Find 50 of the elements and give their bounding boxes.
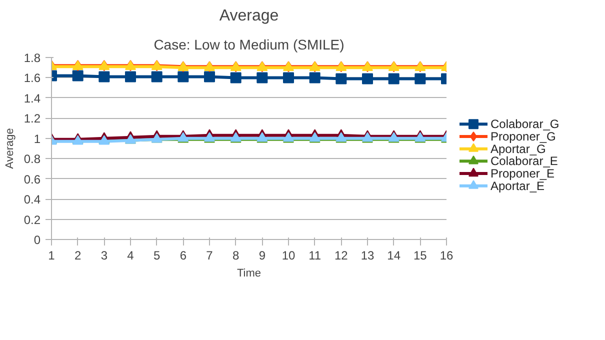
point xyxy=(204,71,215,82)
point xyxy=(414,73,426,84)
point xyxy=(283,72,294,84)
x-tick-label: 12 xyxy=(334,248,348,262)
point xyxy=(388,73,400,84)
x-tick-label: 14 xyxy=(387,248,401,262)
legend-label: Colaborar_G xyxy=(490,117,560,132)
y-tick-label: 1.2 xyxy=(24,112,41,126)
legend-label: Proponer_G xyxy=(490,130,556,144)
x-tick-label: 5 xyxy=(153,248,160,262)
point xyxy=(125,71,136,82)
legend-label: Proponer_E xyxy=(490,166,555,180)
x-tick-label: 6 xyxy=(180,248,187,262)
point xyxy=(309,72,320,84)
y-axis-title: Average xyxy=(4,128,16,169)
y-tick-label: 0.4 xyxy=(24,192,41,207)
x-tick-label: 16 xyxy=(440,248,454,262)
x-tick-label: 4 xyxy=(127,248,134,262)
x-tick-label: 3 xyxy=(100,248,108,262)
chart-title: Average xyxy=(219,8,279,24)
point xyxy=(178,71,189,82)
y-tick-label: 0.8 xyxy=(24,152,41,166)
y-tick-label: 1.6 xyxy=(24,71,41,86)
y-tick-label: 0.2 xyxy=(24,212,41,227)
y-tick-label: 1.8 xyxy=(24,51,41,65)
x-tick-label: 11 xyxy=(308,248,322,262)
point xyxy=(362,73,373,84)
chart-subtitle: Case: Low to Medium (SMILE) xyxy=(154,36,344,52)
point xyxy=(256,72,268,84)
x-tick-label: 13 xyxy=(360,248,374,262)
y-tick-label: 1.4 xyxy=(24,91,41,106)
point xyxy=(151,71,162,82)
x-tick-label: 10 xyxy=(282,248,296,262)
y-tick-label: 1 xyxy=(34,132,41,146)
x-tick-label: 1 xyxy=(48,248,56,262)
x-tick-label: 8 xyxy=(232,248,240,262)
x-axis-title: Time xyxy=(236,268,262,280)
legend-label: Aportar_E xyxy=(490,178,545,193)
x-tick-label: 2 xyxy=(74,248,82,262)
y-tick-label: 0.6 xyxy=(24,172,41,186)
point xyxy=(72,70,84,82)
legend-label: Aportar_G xyxy=(490,142,546,156)
x-tick-label: 9 xyxy=(258,248,266,262)
legend-label: Colaborar_E xyxy=(490,154,558,168)
point xyxy=(98,71,110,82)
point xyxy=(230,72,242,84)
y-tick-label: 0 xyxy=(34,233,41,247)
x-tick-label: 15 xyxy=(413,248,428,262)
point xyxy=(336,73,347,84)
x-tick-label: 7 xyxy=(206,248,214,262)
